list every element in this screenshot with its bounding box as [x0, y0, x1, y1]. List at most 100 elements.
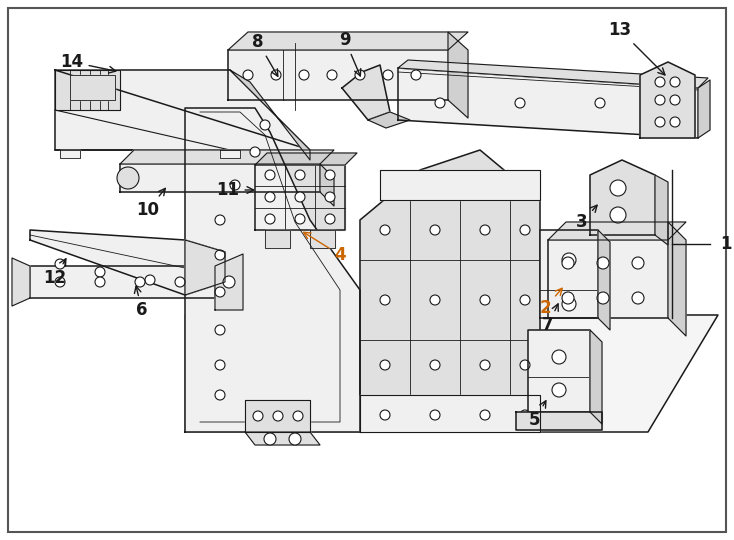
Circle shape	[655, 95, 665, 105]
Polygon shape	[380, 170, 540, 200]
Polygon shape	[668, 222, 686, 336]
Circle shape	[117, 167, 139, 189]
Circle shape	[380, 225, 390, 235]
Circle shape	[325, 214, 335, 224]
Text: 8: 8	[252, 33, 278, 76]
Polygon shape	[30, 266, 215, 298]
Circle shape	[520, 410, 530, 420]
Text: 11: 11	[217, 181, 254, 199]
Polygon shape	[398, 68, 698, 138]
Circle shape	[293, 411, 303, 421]
Polygon shape	[185, 315, 718, 432]
Polygon shape	[228, 32, 468, 50]
Circle shape	[480, 410, 490, 420]
Circle shape	[355, 70, 365, 80]
Circle shape	[265, 170, 275, 180]
Polygon shape	[640, 62, 695, 138]
Circle shape	[380, 295, 390, 305]
Circle shape	[223, 276, 235, 288]
Circle shape	[295, 214, 305, 224]
Polygon shape	[698, 80, 710, 138]
Circle shape	[327, 70, 337, 80]
Polygon shape	[245, 400, 310, 432]
Polygon shape	[255, 153, 357, 165]
Text: 5: 5	[529, 401, 546, 429]
Polygon shape	[245, 432, 320, 445]
Circle shape	[520, 360, 530, 370]
Circle shape	[610, 180, 626, 196]
Circle shape	[562, 297, 576, 311]
Polygon shape	[70, 75, 115, 100]
Polygon shape	[185, 240, 225, 295]
Circle shape	[670, 77, 680, 87]
Circle shape	[250, 147, 260, 157]
Circle shape	[265, 192, 275, 202]
Circle shape	[562, 257, 574, 269]
Circle shape	[271, 70, 281, 80]
Circle shape	[95, 277, 105, 287]
Circle shape	[383, 70, 393, 80]
Circle shape	[145, 275, 155, 285]
Circle shape	[55, 277, 65, 287]
Circle shape	[215, 250, 225, 260]
Polygon shape	[228, 50, 448, 100]
Circle shape	[597, 257, 609, 269]
Polygon shape	[540, 230, 598, 318]
Circle shape	[435, 98, 445, 108]
Polygon shape	[516, 412, 602, 430]
Circle shape	[520, 295, 530, 305]
Circle shape	[480, 360, 490, 370]
Circle shape	[632, 257, 644, 269]
Polygon shape	[528, 330, 590, 412]
Polygon shape	[255, 165, 345, 230]
Text: 9: 9	[339, 31, 361, 76]
Polygon shape	[548, 240, 668, 318]
Circle shape	[273, 411, 283, 421]
Circle shape	[325, 170, 335, 180]
Text: 3: 3	[576, 205, 597, 231]
Polygon shape	[310, 230, 335, 248]
Text: 4: 4	[304, 232, 346, 264]
Polygon shape	[265, 230, 290, 248]
Text: 2: 2	[539, 288, 562, 317]
Polygon shape	[548, 222, 686, 240]
Circle shape	[411, 70, 421, 80]
Polygon shape	[655, 175, 668, 245]
Circle shape	[515, 98, 525, 108]
Circle shape	[655, 117, 665, 127]
Circle shape	[430, 360, 440, 370]
Circle shape	[175, 277, 185, 287]
Polygon shape	[12, 258, 30, 306]
Circle shape	[289, 433, 301, 445]
Circle shape	[480, 295, 490, 305]
Circle shape	[552, 383, 566, 397]
Polygon shape	[590, 330, 602, 424]
Text: 7: 7	[542, 304, 559, 334]
Text: 10: 10	[137, 188, 165, 219]
Polygon shape	[598, 230, 610, 330]
Circle shape	[135, 277, 145, 287]
Polygon shape	[360, 395, 540, 432]
Circle shape	[520, 225, 530, 235]
Text: 1: 1	[720, 235, 732, 253]
Text: 13: 13	[608, 21, 665, 75]
Circle shape	[243, 70, 253, 80]
Circle shape	[380, 410, 390, 420]
Circle shape	[95, 267, 105, 277]
Circle shape	[253, 411, 263, 421]
Polygon shape	[120, 150, 334, 164]
Circle shape	[632, 292, 644, 304]
Circle shape	[55, 259, 65, 269]
Circle shape	[264, 433, 276, 445]
Circle shape	[265, 214, 275, 224]
Text: 12: 12	[43, 259, 67, 287]
Circle shape	[562, 292, 574, 304]
Circle shape	[480, 225, 490, 235]
Circle shape	[230, 180, 240, 190]
Circle shape	[562, 253, 576, 267]
Circle shape	[597, 292, 609, 304]
Circle shape	[215, 325, 225, 335]
Polygon shape	[360, 150, 540, 432]
Polygon shape	[215, 254, 243, 310]
Polygon shape	[55, 70, 120, 110]
